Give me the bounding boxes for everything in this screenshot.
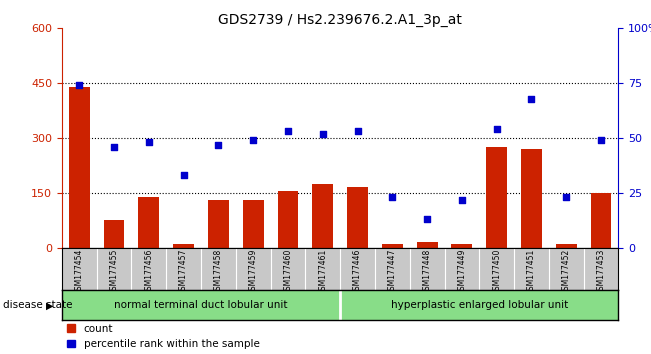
- Point: [596, 137, 606, 143]
- Text: GSM177455: GSM177455: [109, 249, 118, 296]
- Point: [526, 96, 536, 101]
- Point: [492, 126, 502, 132]
- Bar: [104, 220, 124, 248]
- Text: GSM177446: GSM177446: [353, 249, 362, 296]
- Point: [352, 129, 363, 134]
- Point: [387, 194, 398, 200]
- Point: [144, 139, 154, 145]
- Point: [178, 172, 189, 178]
- Point: [283, 129, 293, 134]
- Point: [422, 216, 432, 222]
- Bar: [243, 200, 264, 248]
- Text: GSM177458: GSM177458: [214, 249, 223, 295]
- Bar: [208, 200, 229, 248]
- Point: [318, 131, 328, 137]
- Bar: [173, 244, 194, 248]
- Point: [457, 197, 467, 202]
- Text: GSM177447: GSM177447: [388, 249, 397, 296]
- Text: disease state: disease state: [3, 300, 73, 310]
- Bar: [417, 242, 437, 248]
- Text: hyperplastic enlarged lobular unit: hyperplastic enlarged lobular unit: [391, 300, 568, 310]
- Text: ▶: ▶: [46, 300, 53, 310]
- Bar: [312, 184, 333, 248]
- Title: GDS2739 / Hs2.239676.2.A1_3p_at: GDS2739 / Hs2.239676.2.A1_3p_at: [218, 13, 462, 27]
- Bar: [69, 87, 90, 248]
- Point: [109, 144, 119, 150]
- Text: GSM177451: GSM177451: [527, 249, 536, 295]
- Bar: [382, 244, 403, 248]
- Text: normal terminal duct lobular unit: normal terminal duct lobular unit: [114, 300, 288, 310]
- Text: GSM177450: GSM177450: [492, 249, 501, 296]
- Text: GSM177457: GSM177457: [179, 249, 188, 296]
- Text: GSM177461: GSM177461: [318, 249, 327, 295]
- Bar: [486, 147, 507, 248]
- Text: GSM177452: GSM177452: [562, 249, 571, 295]
- Text: GSM177448: GSM177448: [422, 249, 432, 295]
- Bar: [277, 191, 298, 248]
- Bar: [521, 149, 542, 248]
- Text: GSM177453: GSM177453: [596, 249, 605, 296]
- Text: GSM177454: GSM177454: [75, 249, 84, 296]
- Legend: count, percentile rank within the sample: count, percentile rank within the sample: [67, 324, 260, 349]
- Bar: [139, 196, 159, 248]
- Text: GSM177460: GSM177460: [283, 249, 292, 296]
- Bar: [451, 244, 473, 248]
- Bar: [556, 244, 577, 248]
- Text: GSM177456: GSM177456: [145, 249, 154, 296]
- Text: GSM177449: GSM177449: [458, 249, 466, 296]
- Text: GSM177459: GSM177459: [249, 249, 258, 296]
- Point: [74, 82, 85, 88]
- Point: [248, 137, 258, 143]
- Bar: [347, 188, 368, 248]
- Point: [213, 142, 223, 148]
- Point: [561, 194, 572, 200]
- Bar: [590, 193, 611, 248]
